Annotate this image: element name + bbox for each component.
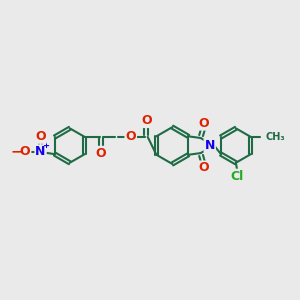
Text: +: + [42,141,50,150]
Text: O: O [198,161,209,175]
Text: −: − [11,144,22,158]
Text: CH₃: CH₃ [266,132,285,142]
Text: O: O [198,117,209,130]
Text: O: O [125,130,136,143]
Text: O: O [141,114,152,127]
Text: O: O [20,145,30,158]
Text: N: N [35,145,46,158]
Text: O: O [96,147,106,160]
Text: Cl: Cl [231,170,244,183]
Text: O: O [35,130,46,143]
Text: N: N [205,139,215,152]
